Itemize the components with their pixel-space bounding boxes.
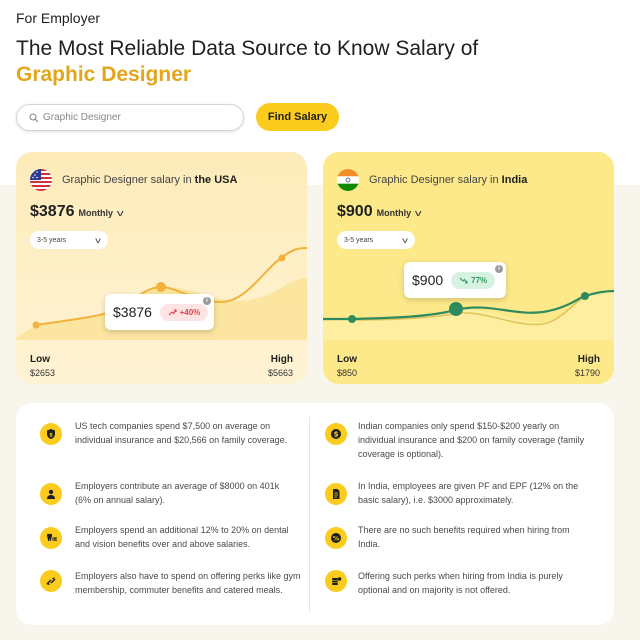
india-change-value: 77% [471,275,488,285]
perks-arrows-icon [40,570,62,592]
usa-card-title: Graphic Designer salary in the USA [62,174,238,186]
india-salary-amount: $900 [337,203,373,220]
person-icon [40,483,62,505]
india-salary-period: Monthly [376,208,412,218]
svg-text:%: % [333,535,340,543]
india-tooltip-amount: $900 [412,272,444,288]
usa-experience-select[interactable]: 3-5 years v [30,231,108,249]
india-chart-area [323,292,614,340]
usa-salary-period: Monthly [78,208,114,218]
shield-dollar-icon: $ [40,423,62,445]
usa-chart-point-current [156,282,166,292]
coins-stack-icon [325,570,347,592]
india-salary-card: Graphic Designer salary in India $900 Mo… [323,152,614,384]
india-low-value: $850 [337,368,358,378]
chevron-down-icon: v [414,208,422,218]
usa-experience-value: 3-5 years [37,236,67,244]
usa-low-label: Low [30,354,50,365]
india-high-label: High [577,354,600,365]
india-chart-line [323,289,614,321]
usa-change-value: +40% [179,307,201,317]
find-salary-button[interactable]: Find Salary [256,103,339,131]
info-icon[interactable]: i [495,265,503,273]
usa-benefit-text: Employers spend an additional 12% to 20%… [75,525,289,549]
chevron-down-icon: v [402,235,408,245]
india-experience-select[interactable]: 3-5 years v [337,231,415,249]
usa-benefit-text: US tech companies spend $7,500 on averag… [75,421,288,445]
search-input[interactable] [43,112,223,123]
usa-tooltip-amount: $3876 [113,304,152,320]
info-icon[interactable]: i [203,297,211,305]
usa-benefit-text: Employers also have to spend on offering… [75,571,301,595]
india-chart-point-current [449,302,463,316]
usa-chart-point-low [32,321,40,329]
india-chart-point-high [581,292,589,300]
india-low-label: Low [337,354,357,365]
india-salary-tooltip: $900 77% i [404,262,506,298]
india-benefit-text: There are no such benefits required when… [358,525,570,549]
india-experience-value: 3-5 years [344,236,374,244]
usa-salary-amount: $3876 [30,203,75,220]
india-chart-point-low [348,315,356,323]
trend-down-icon [459,277,468,284]
search-box[interactable] [16,104,244,131]
usa-salary-period-toggle[interactable]: $3876 Monthly v [30,203,124,221]
usa-salary-tooltip: $3876 +40% i [105,294,214,330]
usa-country-name: the USA [194,174,238,186]
india-high-value: $1790 [574,368,600,378]
usa-high-value: $5663 [267,368,293,378]
column-divider [309,417,310,613]
india-country-name: India [501,174,528,186]
india-benefit-text: Offering such perks when hiring from Ind… [358,571,563,595]
svg-text:$: $ [49,432,53,438]
page-title-accent: Graphic Designer [16,63,192,86]
india-benefit-text: Indian companies only spend $150-$200 ye… [358,421,585,459]
india-change-badge: 77% [451,271,496,289]
trend-up-icon [168,308,177,315]
eyebrow-label: For Employer [16,10,101,26]
usa-salary-card: Graphic Designer salary in the USA $3876… [16,152,307,384]
usa-low-value: $2653 [30,368,56,378]
chevron-down-icon: v [116,208,124,218]
usa-change-badge: +40% [159,303,208,321]
document-icon [325,483,347,505]
benefits-comparison-panel: $ US tech companies spend $7,500 on aver… [16,403,614,625]
usa-flag-icon [30,169,52,191]
usa-high-label: High [270,354,293,365]
svg-text:$: $ [334,431,339,439]
india-benefit-text: In India, employees are given PF and EPF… [358,481,579,505]
india-salary-period-toggle[interactable]: $900 Monthly v [337,203,422,221]
search-icon [29,112,39,122]
india-salary-chart [323,289,614,340]
india-card-title: Graphic Designer salary in India [369,174,528,186]
dollar-coin-icon: $ [325,423,347,445]
usa-benefit-text: Employers contribute an average of $8000… [75,481,280,505]
india-chart-secondary-line [351,296,586,326]
india-flag-icon [337,169,359,191]
chevron-down-icon: v [95,235,101,245]
tooth-glasses-icon [40,527,62,549]
usa-chart-point-high [278,254,286,262]
percent-icon: % [325,527,347,549]
page-title: The Most Reliable Data Source to Know Sa… [16,37,479,60]
